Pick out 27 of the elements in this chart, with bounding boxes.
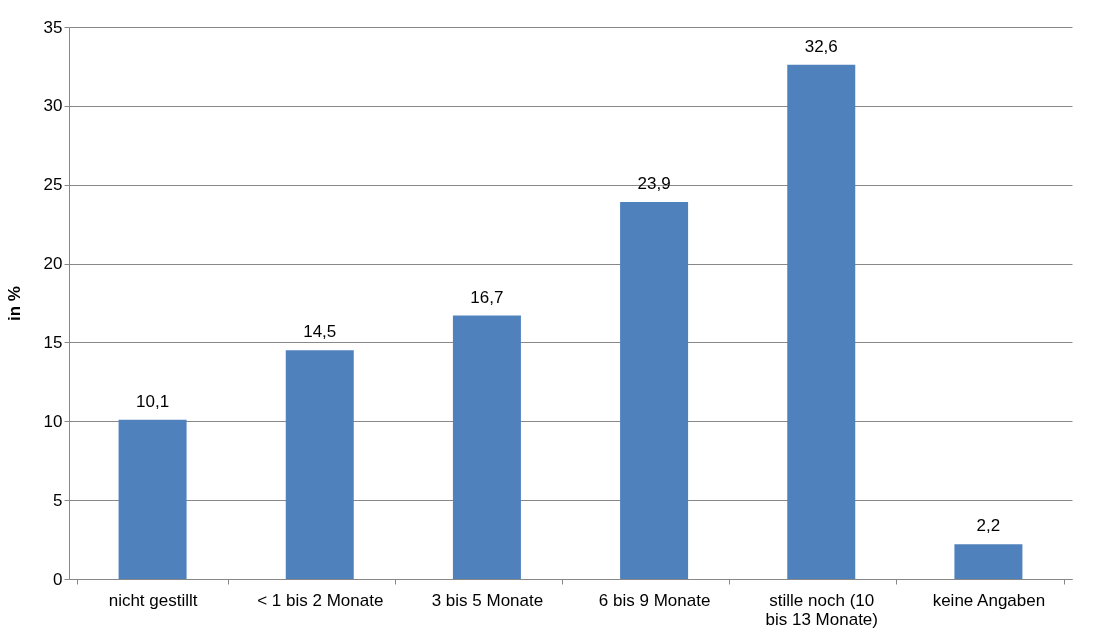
y-tick-label: 0 xyxy=(53,569,63,589)
x-tick-label: 6 bis 9 Monate xyxy=(598,590,711,610)
bar xyxy=(954,544,1023,579)
bar xyxy=(620,202,689,579)
x-tick-label: < 1 bis 2 Monate xyxy=(257,590,384,610)
y-tick-label: 35 xyxy=(43,17,63,37)
data-label: 23,9 xyxy=(637,174,671,194)
x-tick-label: nicht gestillt xyxy=(108,590,198,610)
data-label: 2,2 xyxy=(976,516,1001,536)
x-tick-label: stille noch (10 bis 13 Monate) xyxy=(765,590,878,629)
y-tick-label: 20 xyxy=(43,254,63,274)
data-label: 16,7 xyxy=(470,287,504,307)
data-label: 14,5 xyxy=(303,322,337,342)
bar xyxy=(285,350,354,579)
y-axis-title: in % xyxy=(4,286,24,321)
y-tick-label: 25 xyxy=(43,175,63,195)
bar xyxy=(118,419,187,579)
data-label: 32,6 xyxy=(804,36,838,56)
data-label: 10,1 xyxy=(136,391,170,411)
x-tick-label: 3 bis 5 Monate xyxy=(431,590,544,610)
y-tick-label: 15 xyxy=(43,332,63,352)
bar xyxy=(787,64,856,579)
y-tick-label: 30 xyxy=(43,96,63,116)
bar xyxy=(452,315,521,579)
y-tick-label: 10 xyxy=(43,411,63,431)
x-tick-label: keine Angaben xyxy=(932,590,1046,610)
y-tick-label: 5 xyxy=(53,490,63,510)
